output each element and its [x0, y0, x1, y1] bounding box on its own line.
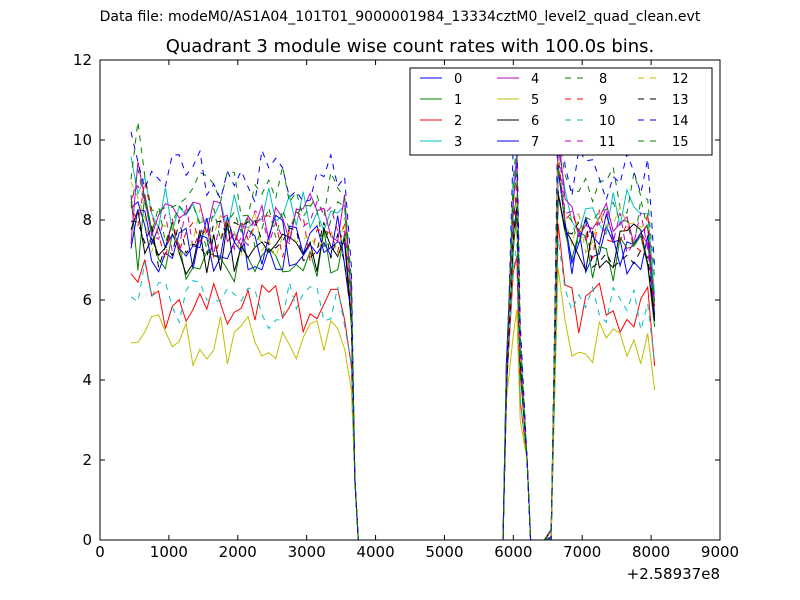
legend-label-5: 5	[531, 93, 539, 108]
legend-box	[409, 67, 713, 156]
legend-label-12: 12	[672, 72, 689, 87]
series-line-4	[130, 130, 656, 541]
x-tick-label: 8000	[632, 543, 670, 561]
series-line-11	[130, 139, 656, 541]
legend-label-13: 13	[672, 93, 689, 108]
x-tick-label: 2000	[219, 543, 257, 561]
x-tick-label: 0	[95, 543, 105, 561]
series-line-2	[130, 223, 656, 541]
x-tick-label: 5000	[425, 543, 463, 561]
series-line-10	[130, 238, 656, 541]
legend-label-8: 8	[599, 72, 607, 87]
series-line-9	[130, 153, 656, 541]
chart-title: Quadrant 3 module wise count rates with …	[165, 36, 655, 57]
y-tick-label: 6	[82, 291, 92, 309]
x-tick-label: 6000	[494, 543, 532, 561]
y-tick-label: 0	[82, 531, 92, 549]
legend-label-0: 0	[454, 72, 462, 87]
series-line-13	[130, 190, 656, 541]
legend-label-7: 7	[531, 135, 539, 150]
x-tick-label: 1000	[150, 543, 188, 561]
x-tick-label: 3000	[288, 543, 326, 561]
y-tick-label: 12	[73, 51, 92, 69]
legend-label-2: 2	[454, 114, 462, 129]
y-tick-label: 8	[82, 211, 92, 229]
x-tick-label: 4000	[356, 543, 394, 561]
series-layer	[130, 99, 656, 541]
legend-label-9: 9	[599, 93, 607, 108]
y-tick-label: 10	[73, 131, 92, 149]
x-tick-label: 7000	[563, 543, 601, 561]
x-offset-label: +2.58937e8	[627, 565, 720, 583]
series-line-5	[130, 267, 656, 541]
x-tick-label: 9000	[701, 543, 739, 561]
legend-label-11: 11	[599, 135, 616, 150]
legend-label-6: 6	[531, 114, 539, 129]
legend-label-3: 3	[454, 135, 462, 150]
legend-label-14: 14	[672, 114, 689, 129]
legend-label-1: 1	[454, 93, 462, 108]
y-tick-label: 2	[82, 451, 92, 469]
series-line-14	[130, 99, 656, 541]
legend-label-4: 4	[531, 72, 539, 87]
legend-label-10: 10	[599, 114, 616, 129]
series-line-3	[130, 145, 656, 541]
y-tick-label: 4	[82, 371, 92, 389]
series-line-8	[130, 121, 656, 541]
legend-label-15: 15	[672, 135, 689, 150]
ticks-layer: 0 1000 2000 3000 4000 5000 6000 7000 8000 9000 0 2 4…	[73, 51, 739, 561]
data-file-header: Data file: modeM0/AS1A04_101T01_90000019…	[99, 9, 701, 25]
